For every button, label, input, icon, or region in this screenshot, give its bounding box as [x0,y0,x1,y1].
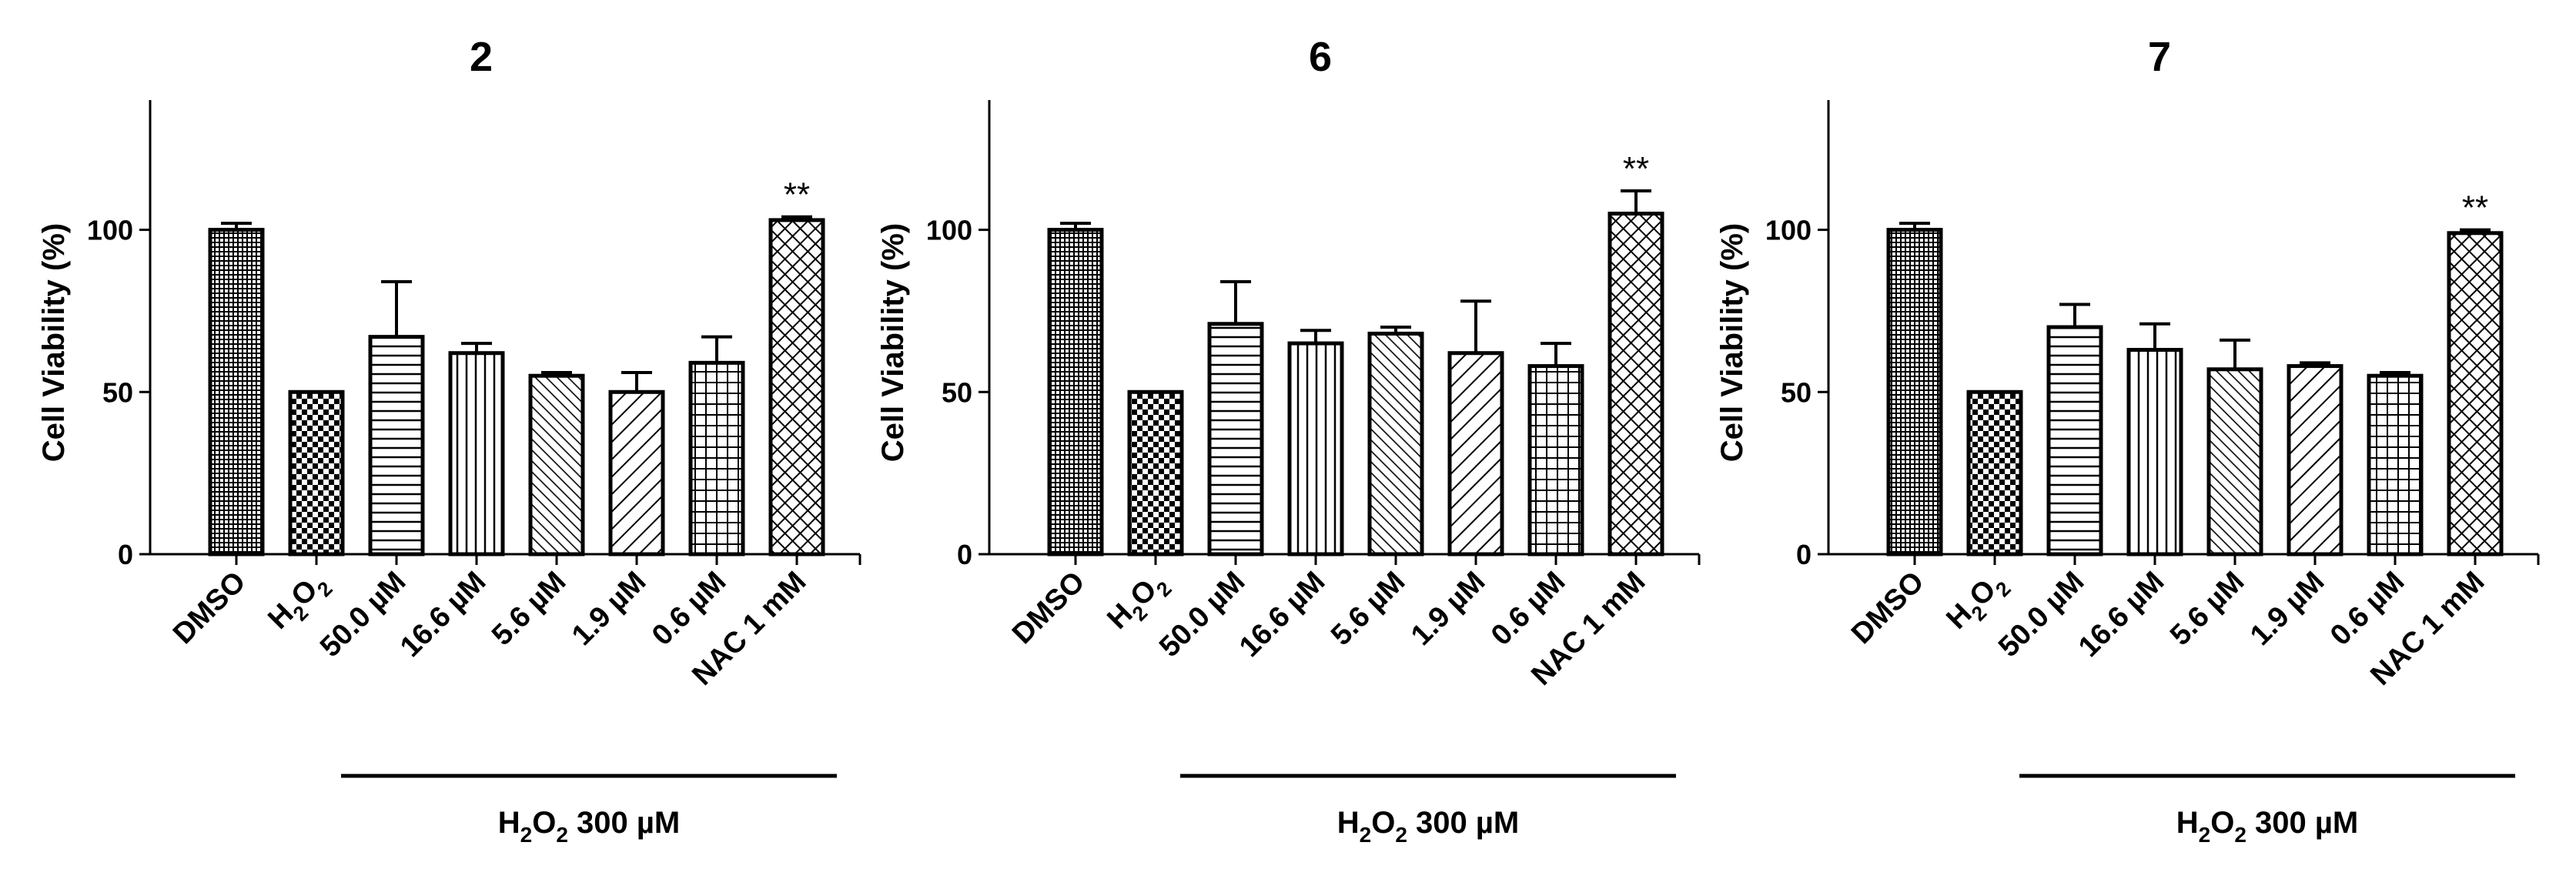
category-label: 5.6 µM [1325,566,1411,652]
y-axis-label: Cell Viability (%) [876,223,910,462]
chart-title: 6 [1309,34,1332,80]
category-label: DMSO [167,566,252,650]
bar-4 [2126,348,2183,556]
bar-6 [608,389,665,556]
category-label: 50.0 µM [314,566,412,663]
bar-5 [2206,367,2263,556]
bar-8 [768,218,825,556]
bar-2 [288,389,345,556]
category-label: 16.6 µM [2073,566,2170,663]
y-axis-label: Cell Viability (%) [1715,223,1749,462]
y-tick-label: 100 [926,215,972,246]
category-label: 5.6 µM [486,566,572,652]
bar-7 [1527,364,1584,556]
bar-1 [1047,228,1104,556]
y-tick-label: 100 [87,215,133,246]
bar-6 [1447,351,1504,556]
bar-2 [1127,389,1184,556]
bar-7 [2367,373,2424,556]
y-tick-label: 0 [957,539,972,570]
category-label: DMSO [1845,566,1930,650]
bar-8 [2447,231,2504,556]
group-label: H2O2 300 µM [498,806,681,847]
y-tick-label: 0 [118,539,133,570]
chart-title: 7 [2148,34,2171,80]
group-label: H2O2 300 µM [1337,806,1520,847]
category-label: 1.9 µM [1405,566,1491,652]
y-tick-label: 0 [1796,539,1812,570]
significance-marker: ** [2462,189,2488,227]
category-label: 50.0 µM [1992,566,2090,663]
group-label: H2O2 300 µM [2176,806,2359,847]
bar-8 [1607,212,1664,556]
bar-5 [528,373,585,556]
category-label: 1.9 µM [566,566,652,652]
significance-marker: ** [1623,150,1649,188]
category-label: 1.9 µM [2244,566,2330,652]
category-label: 5.6 µM [2164,566,2250,652]
category-label: 50.0 µM [1153,566,1251,663]
bar-3 [1207,322,1264,556]
y-tick-label: 100 [1765,215,1812,246]
y-tick-label: 50 [942,376,972,408]
bar-7 [688,360,745,556]
bar-4 [1287,341,1344,556]
y-tick-label: 50 [102,376,133,408]
y-tick-label: 50 [1781,376,1812,408]
category-label: 16.6 µM [394,566,492,663]
bar-2 [1966,389,2023,556]
bar-1 [1886,228,1943,556]
y-axis-label: Cell Viability (%) [37,223,71,462]
bar-6 [2287,364,2343,556]
category-label: 16.6 µM [1233,566,1331,663]
bar-1 [208,228,265,556]
category-label: DMSO [1006,566,1091,650]
chart-title: 2 [470,34,493,80]
bar-4 [448,351,505,556]
significance-marker: ** [784,176,810,214]
bar-3 [2046,325,2103,556]
bar-5 [1367,331,1424,556]
bar-3 [368,335,425,556]
